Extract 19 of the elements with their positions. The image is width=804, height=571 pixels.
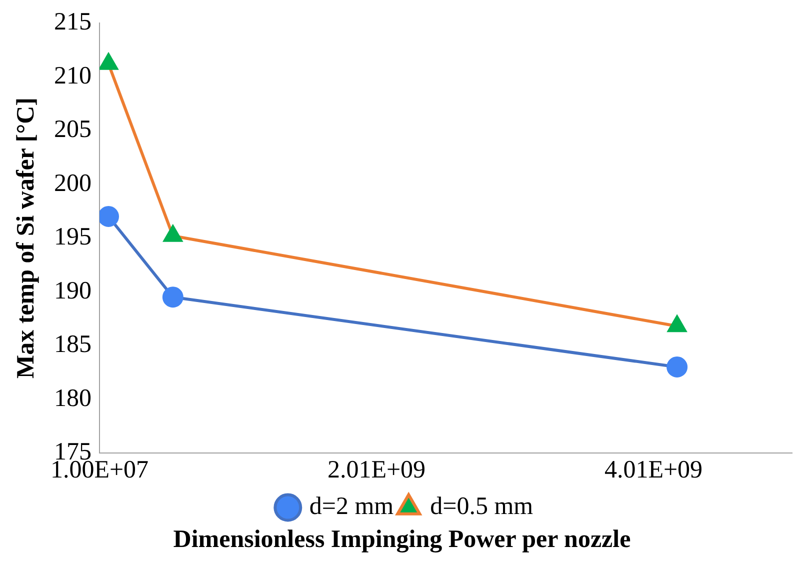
legend-label: d=2 mm [309,493,394,520]
y-axis-title: Max temp of Si wafer [°C] [12,98,40,378]
x-axis-title: Dimensionless Impinging Power per nozzle [172,526,632,554]
y-tick-label: 195 [54,224,92,251]
x-tick-label: 2.01E+09 [327,456,426,484]
y-tick-label: 185 [54,331,92,358]
y-tick-label: 215 [54,8,92,36]
point [100,206,120,227]
legend-label: d=0.5 mm [430,493,534,520]
y-tick-label: 190 [54,277,92,304]
point [666,356,688,378]
y-tick-label: 205 [54,116,92,144]
point [162,286,184,308]
point [100,53,118,70]
point [164,225,182,242]
y-tick-label: 210 [54,62,92,90]
y-tick-label: 200 [54,170,92,197]
x-tick-label: 4.01E+09 [604,456,703,484]
y-tick-label: 180 [54,384,92,412]
